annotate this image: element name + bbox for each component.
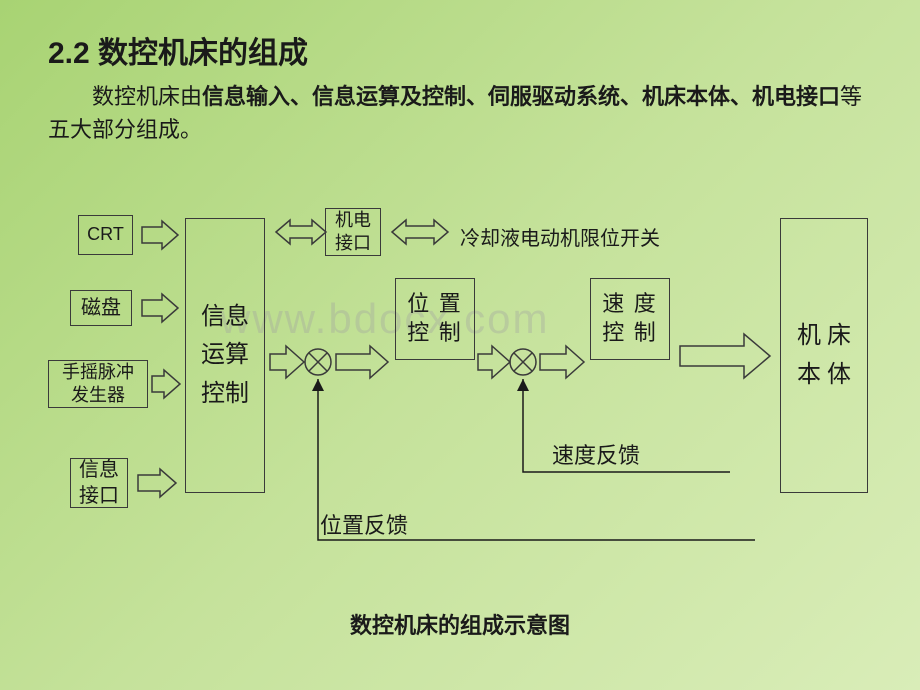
box-info-proc: 信息 运算 控制: [185, 218, 265, 493]
arrow-sum1-pos: [336, 346, 388, 378]
box-position: 位 置 控 制: [395, 278, 475, 360]
box-disk: 磁盘: [70, 290, 132, 326]
arrow-ip-sum1: [270, 346, 304, 378]
arrowhead-speed-fb: [517, 379, 529, 391]
arrow-pos-sum2: [478, 346, 510, 378]
diagram-caption: 数控机床的组成示意图: [0, 608, 920, 640]
box-speed: 速 度 控 制: [590, 278, 670, 360]
box-crt: CRT: [78, 215, 133, 255]
arrowhead-pos-fb: [312, 379, 324, 391]
label-position-feedback: 位置反馈: [320, 508, 408, 540]
box-body: 机 床 本 体: [780, 218, 868, 493]
arrow-handwheel: [152, 370, 180, 398]
arrow-eif-coolant: [392, 220, 448, 244]
label-coolant: 冷却液电动机限位开关: [460, 222, 660, 251]
arrow-eif-dbl: [276, 220, 326, 244]
sum-junction-1: [305, 349, 331, 375]
box-eif: 机电 接口: [325, 208, 381, 256]
sum-junction-2: [510, 349, 536, 375]
arrow-disk: [142, 294, 178, 322]
diagram: CRT 磁盘 手摇脉冲 发生器 信息 接口 信息 运算 控制 机电 接口 冷却液…: [0, 0, 920, 690]
box-info-interface: 信息 接口: [70, 458, 128, 508]
label-speed-feedback: 速度反馈: [552, 438, 640, 470]
box-handwheel: 手摇脉冲 发生器: [48, 360, 148, 408]
arrow-crt: [142, 221, 178, 249]
arrow-info-if: [138, 469, 176, 497]
arrow-speed-body: [680, 334, 770, 378]
arrow-sum2-speed: [540, 346, 584, 378]
